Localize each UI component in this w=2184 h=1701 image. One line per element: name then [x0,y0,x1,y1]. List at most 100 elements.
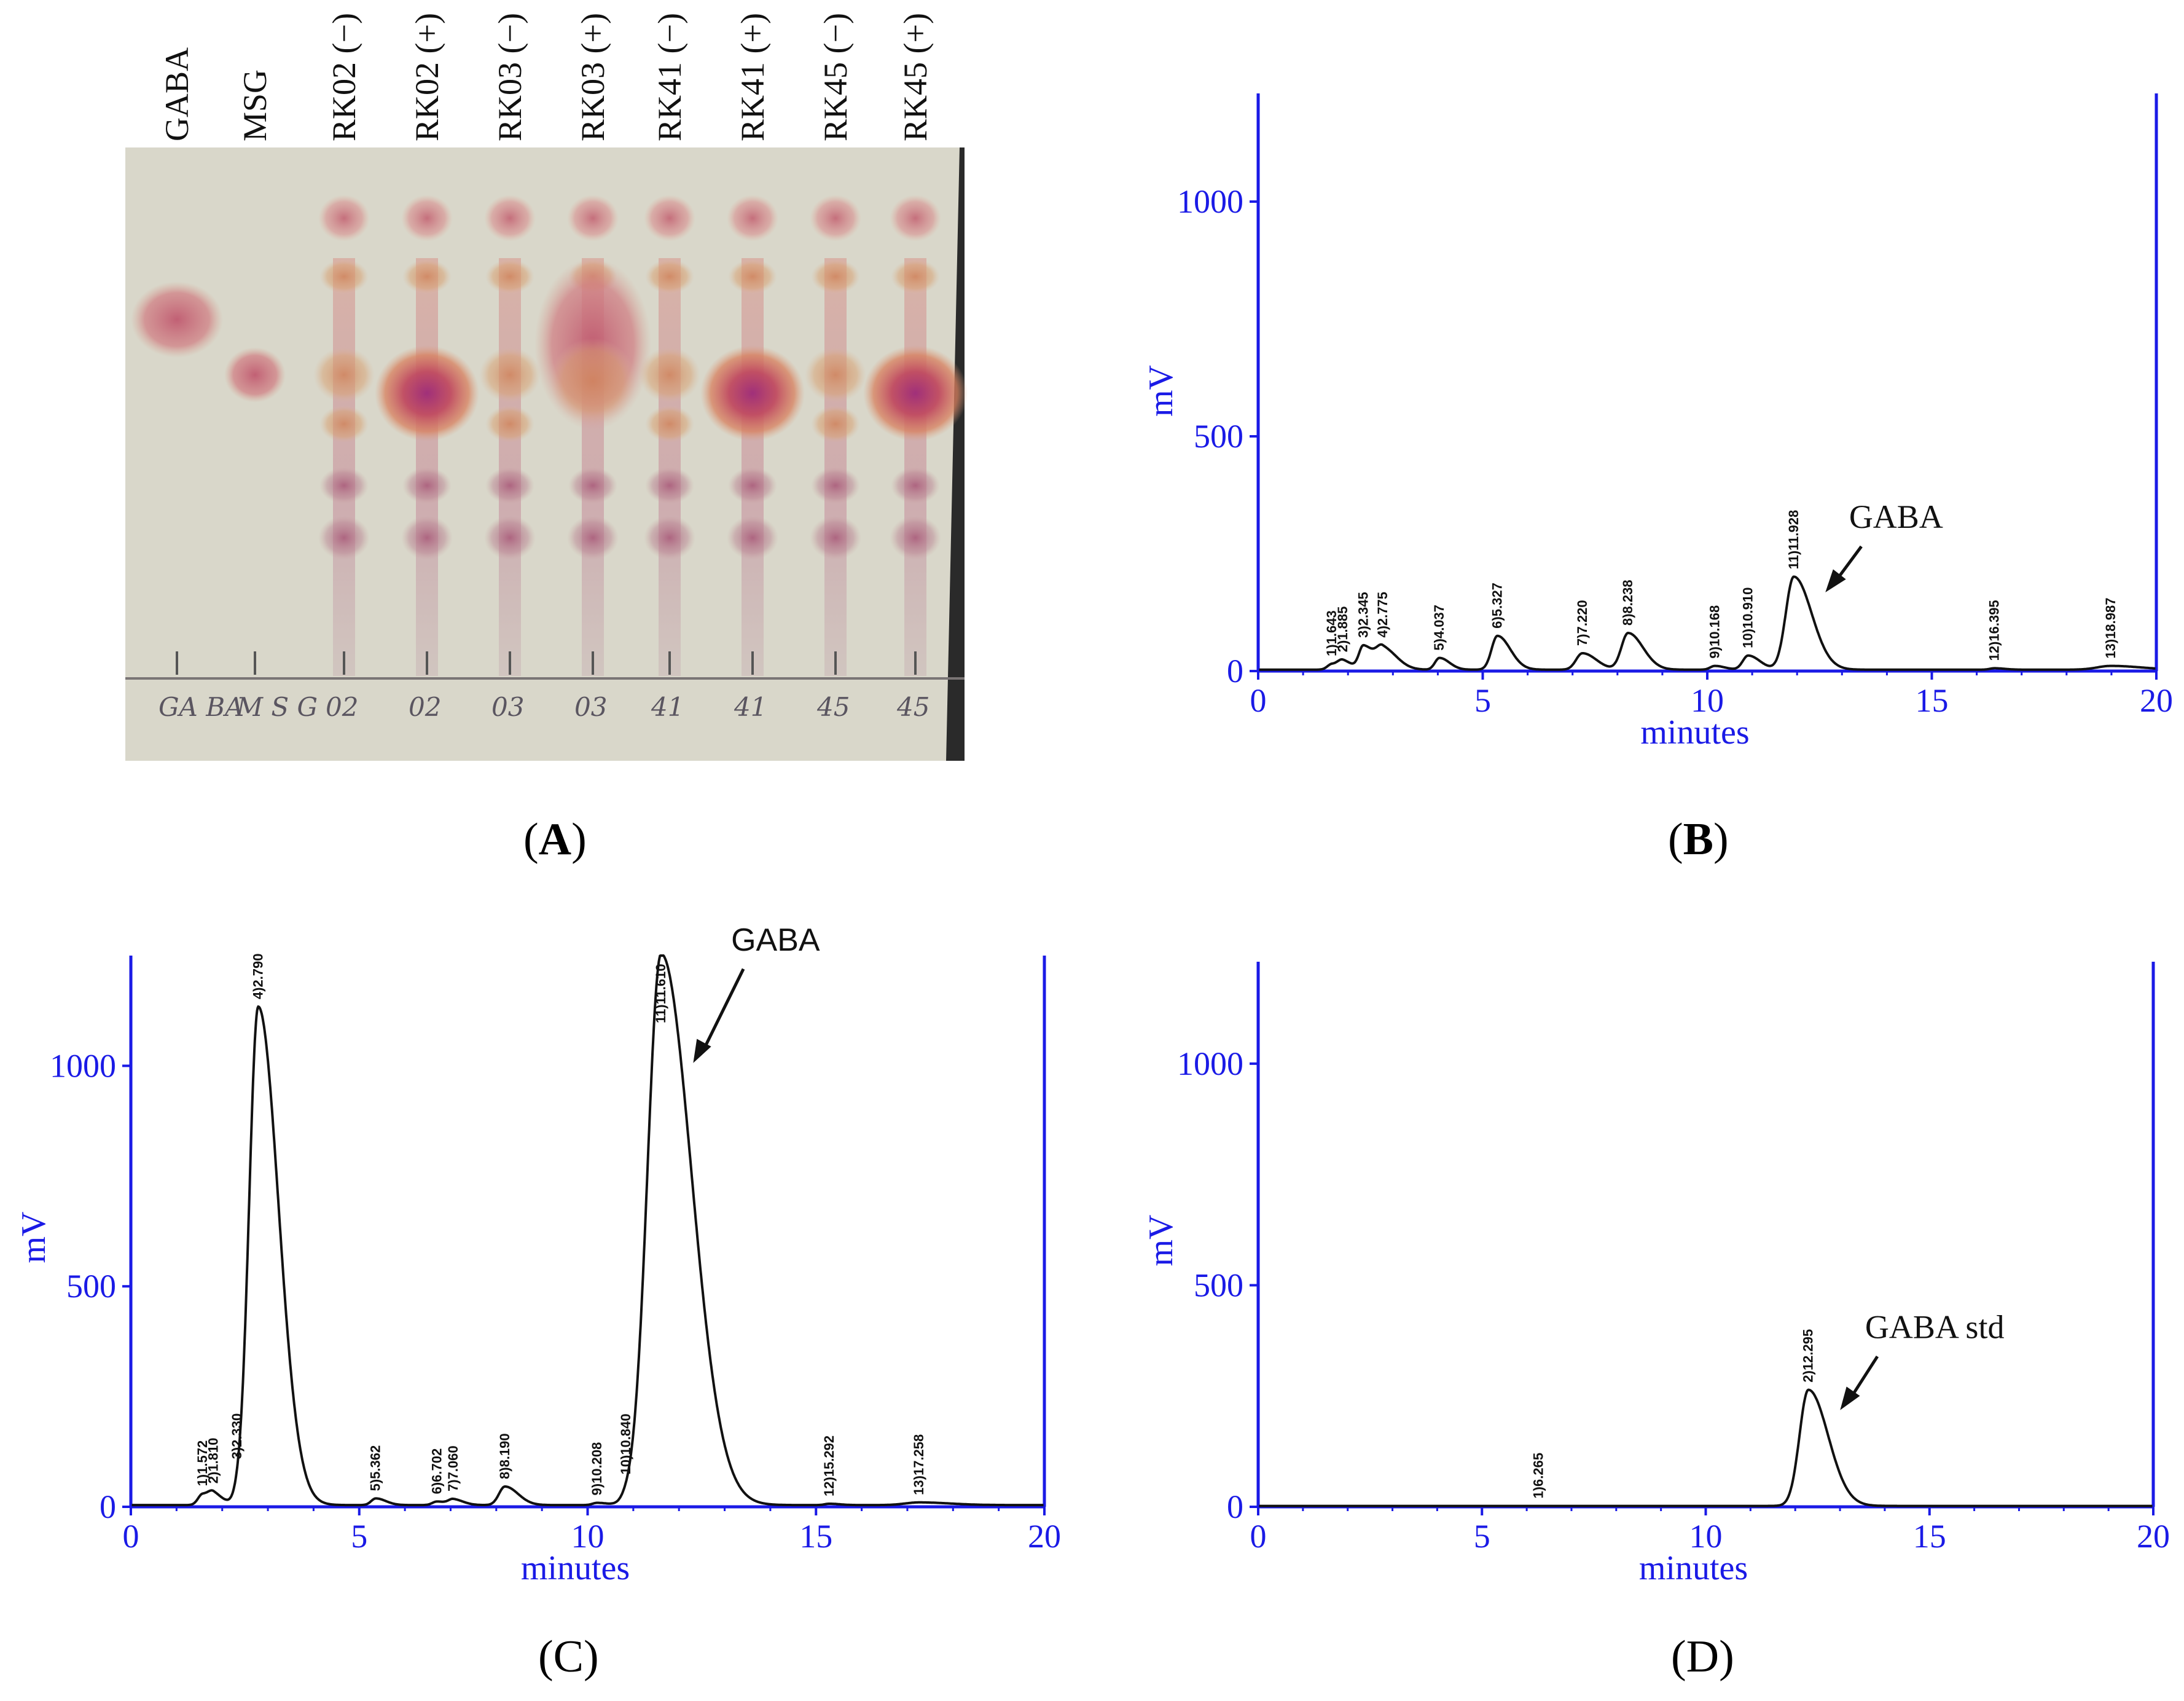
lower-spot [890,516,941,560]
lower-spot [319,467,369,504]
mid-spot-lower [645,406,694,442]
annotation-label: GABA std [1865,1308,2005,1345]
mid-spot [313,347,375,403]
top-spot [644,195,695,242]
x-tick-label: 0 [1250,1518,1267,1555]
peak-label: 12)15.292 [821,1436,837,1496]
mid-spot-lower [319,406,369,442]
lane-label: RK45 (+) [897,13,934,141]
x-axis-title: minutes [521,1549,630,1587]
handwritten-label: GA BA [159,692,243,722]
upper-spot [728,259,777,294]
tlc-lane [224,347,286,675]
annotation-arrowhead [1840,1386,1860,1410]
gaba-standard-spot [131,281,223,358]
peak-label: 5)4.037 [1431,605,1447,651]
y-axis-title: mV [1142,1215,1180,1267]
x-axis-title: minutes [1639,1549,1748,1587]
top-spot [810,195,861,242]
y-tick-label: 0 [1227,653,1243,689]
peak-label: 6)6.702 [429,1448,444,1495]
peak-label: 11)11.610 [653,964,668,1023]
x-tick-label: 20 [1028,1518,1061,1555]
x-tick-label: 0 [123,1518,139,1555]
handwritten-label: 03 [574,692,607,722]
lower-spot [644,516,695,560]
y-tick-label: 500 [1194,418,1243,455]
x-tick-label: 15 [1916,682,1949,719]
x-tick-label: 10 [571,1518,605,1555]
lane-label: RK03 (+) [574,13,611,141]
peak-label: 4)2.790 [250,953,265,999]
x-tick-label: 20 [2140,682,2173,719]
tlc-lane [479,195,541,676]
upper-spot [402,259,452,294]
y-axis-title: mV [15,1212,53,1263]
plate-dark-corner [946,147,965,761]
x-tick-label: 15 [799,1518,832,1555]
upper-spot [319,259,369,294]
upper-spot [811,259,860,294]
handwritten-label: 45 [896,692,930,722]
lower-spot [568,467,617,504]
peak-label: 11)11.928 [1786,510,1801,570]
peak-label: 9)10.208 [589,1442,605,1496]
x-tick-label: 10 [1689,1518,1723,1555]
mid-spot-lower [485,406,534,442]
lower-spot [811,467,860,504]
upper-spot [645,259,694,294]
x-tick-label: 0 [1250,682,1267,719]
peak-label: 8)8.190 [497,1433,512,1479]
peak-label: 13)17.258 [911,1434,926,1495]
y-tick-label: 500 [66,1268,116,1305]
tlc-lane [700,195,805,676]
lower-spot [401,516,453,560]
peak-label: 1)6.265 [1530,1453,1546,1499]
lower-spot [318,516,370,560]
y-axis-title: mV [1142,365,1180,417]
chromatogram-trace [1259,575,2156,671]
lane-label: GABA [159,47,195,141]
peak-label: 5)5.362 [368,1445,383,1491]
lower-spot [645,467,694,504]
x-tick-label: 5 [1474,1518,1490,1555]
lane-label: RK41 (+) [734,13,771,141]
annotation-label: GABA [731,922,820,958]
lower-spot [484,516,536,560]
peak-label: 2)12.295 [1801,1329,1816,1383]
top-spot [567,195,619,242]
peak-label: 1)1.643 [1324,610,1339,656]
peak-label: 2)1.885 [1335,607,1350,653]
tlc-lane [863,195,968,676]
peak-label: 2)1.810 [206,1438,221,1484]
panel-a-label: (A) [523,814,587,865]
peak-label: 9)10.168 [1707,605,1722,659]
gaba-spot [700,345,805,441]
peak-label: 7)7.060 [445,1445,461,1491]
mid-spot [479,347,541,403]
tlc-lane [639,195,700,676]
chromatogram-trace [1259,1388,2153,1507]
lane-label: RK02 (−) [326,13,362,141]
peak-label: 7)7.220 [1575,600,1590,646]
lower-spot [567,516,619,560]
peak-label: 3)2.345 [1355,592,1371,638]
lane-label: RK03 (−) [491,13,528,141]
gaba-spot [863,345,968,441]
panel-a-tlc-plate: GABA MSG RK02 (−) RK02 (+) RK03 (−) RK03 (+) R… [125,13,968,865]
peak-label: 10)10.910 [1740,587,1756,648]
handwritten-label: 45 [816,692,850,722]
peak-label: 4)2.775 [1375,592,1390,638]
lane-label: MSG [237,69,273,141]
peak-label: 12)16.395 [1986,600,2002,661]
tlc-lane [375,195,479,676]
top-spot [727,195,778,242]
mid-spot [639,347,700,403]
upper-spot [485,259,534,294]
msg-standard-spot [224,347,286,403]
lower-spot [810,516,861,560]
lower-spot [402,467,452,504]
tlc-lane [131,281,223,675]
